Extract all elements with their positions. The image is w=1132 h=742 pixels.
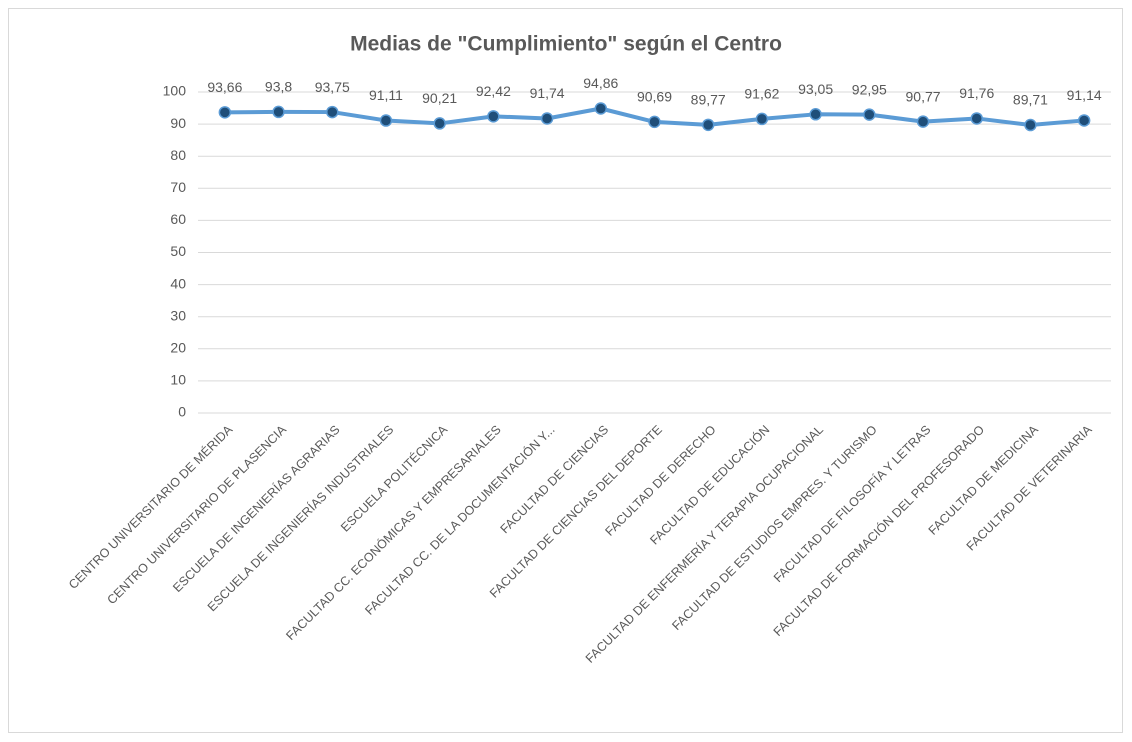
y-tick-label: 80	[170, 147, 186, 163]
chart-border	[8, 8, 1123, 733]
y-tick-label: 60	[170, 211, 186, 227]
data-label: 93,05	[798, 81, 833, 97]
data-label: 91,76	[959, 85, 994, 101]
marker	[1024, 118, 1037, 132]
data-label: 91,74	[530, 85, 565, 101]
marker	[540, 112, 554, 125]
data-label: 94,86	[583, 75, 618, 91]
marker	[755, 112, 769, 126]
data-label: 91,11	[369, 87, 403, 103]
chart-title: Medias de "Cumplimiento" según el Centro	[350, 33, 782, 56]
data-label: 90,77	[906, 88, 941, 104]
y-tick-label: 10	[170, 372, 186, 388]
data-label: 93,75	[315, 79, 350, 95]
data-label: 93,66	[207, 79, 242, 95]
marker	[379, 114, 393, 127]
data-label: 90,69	[637, 89, 672, 105]
marker	[970, 112, 983, 125]
marker	[863, 108, 876, 121]
y-tick-label: 20	[170, 340, 186, 356]
data-label: 91,62	[744, 86, 779, 102]
marker	[1077, 114, 1091, 127]
marker	[218, 106, 232, 119]
marker	[916, 115, 930, 128]
data-label: 93,8	[265, 79, 292, 95]
data-label: 92,95	[852, 81, 887, 97]
data-label: 89,77	[691, 92, 726, 108]
data-label: 92,42	[476, 83, 511, 99]
data-label: 89,71	[1013, 92, 1048, 108]
marker	[594, 102, 608, 115]
y-tick-label: 40	[170, 275, 186, 291]
marker	[487, 110, 500, 123]
marker	[701, 118, 715, 132]
y-tick-label: 100	[163, 83, 187, 99]
y-tick-label: 30	[170, 307, 186, 323]
marker	[272, 105, 285, 119]
marker	[326, 105, 339, 119]
y-tick-label: 70	[170, 179, 186, 195]
data-label: 91,14	[1067, 87, 1102, 103]
y-tick-label: 90	[170, 115, 186, 131]
marker	[648, 115, 661, 129]
y-tick-label: 0	[178, 404, 186, 420]
marker	[433, 117, 446, 130]
data-label: 90,21	[422, 90, 457, 106]
y-tick-label: 50	[170, 243, 186, 259]
marker	[809, 108, 822, 121]
